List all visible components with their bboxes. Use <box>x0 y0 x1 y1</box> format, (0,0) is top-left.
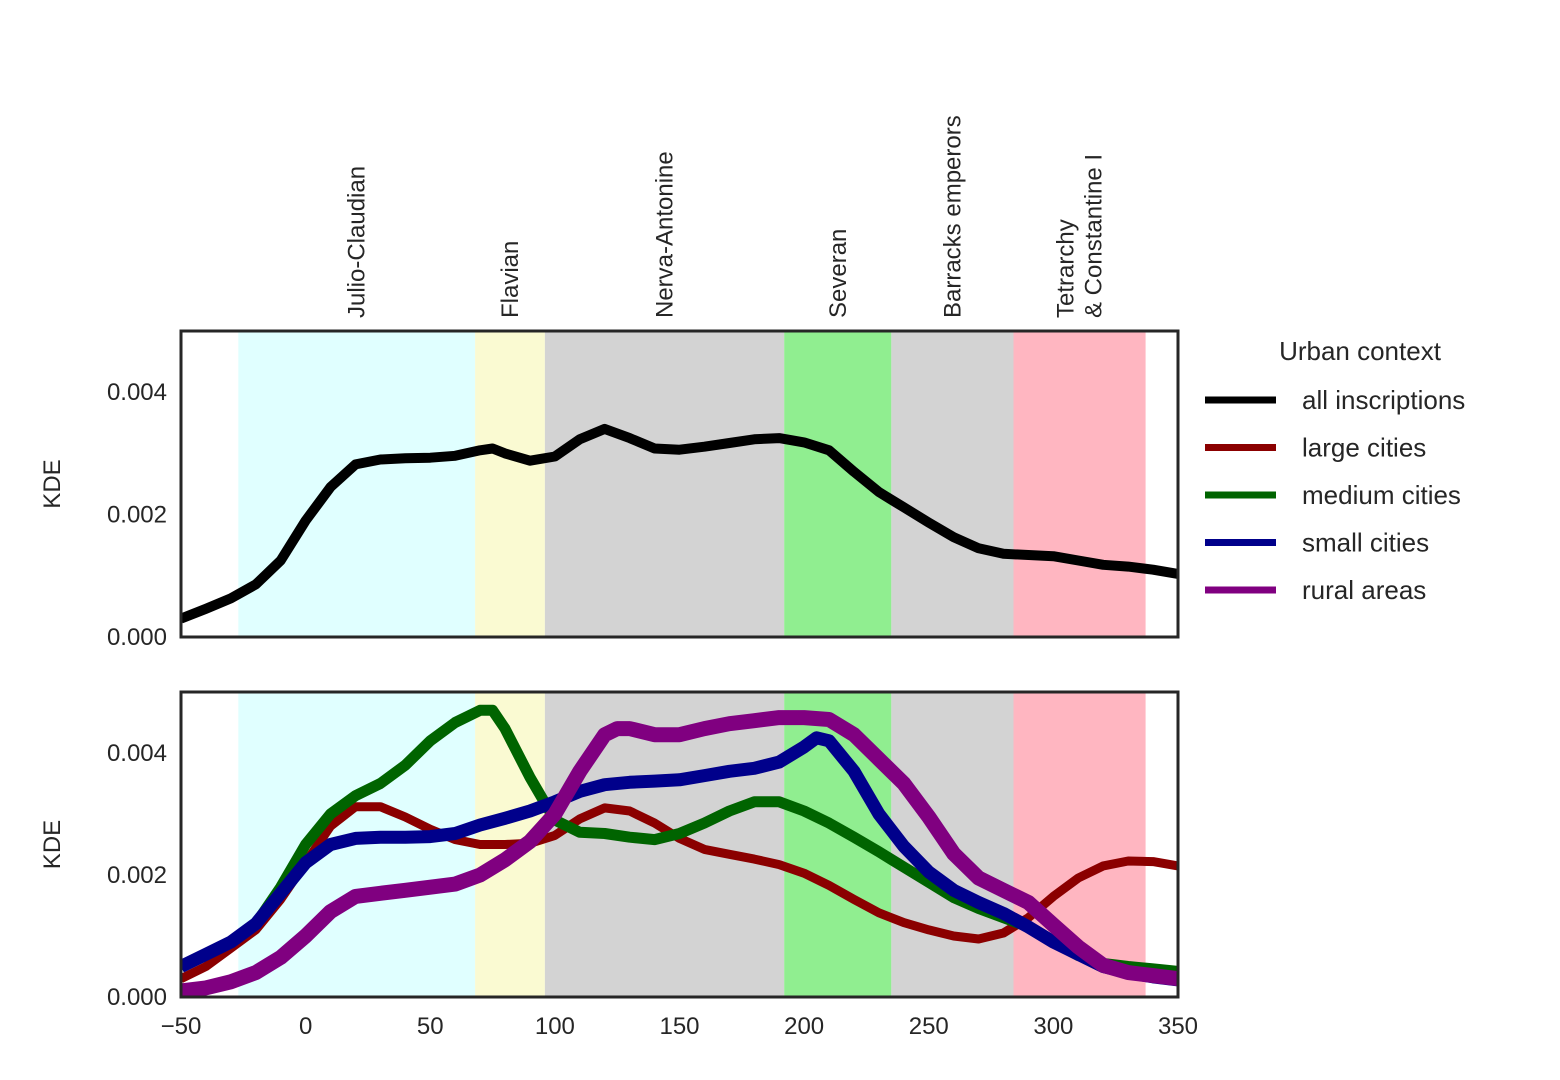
period-band-5 <box>891 331 1014 637</box>
y-tick-label: 0.002 <box>107 502 167 529</box>
period-label: Flavian <box>497 241 524 318</box>
legend-label: rural areas <box>1302 575 1426 605</box>
period-label: Tetrarchy& Constantine I <box>1053 154 1108 318</box>
y-axis-label: KDE <box>39 820 66 869</box>
y-tick-label: 0.000 <box>107 984 167 1011</box>
period-label: Nerva-Antonine <box>652 151 679 318</box>
series-line-all-inscriptions <box>181 423 1178 624</box>
x-tick-label: 50 <box>417 1013 444 1040</box>
x-tick-label: 0 <box>299 1013 312 1040</box>
period-band-1 <box>238 331 476 637</box>
y-tick-label: 0.004 <box>107 379 167 406</box>
period-band-6 <box>1013 331 1146 637</box>
x-tick-label: 350 <box>1158 1013 1198 1040</box>
legend-label: medium cities <box>1302 480 1461 510</box>
panel-1: 0.000 0.002 0.004 KDE <box>39 329 1180 651</box>
period-label: Severan <box>825 229 852 318</box>
x-tick-label: 100 <box>535 1013 575 1040</box>
period-band-3 <box>544 331 785 637</box>
axes-frame <box>179 690 1180 999</box>
series-line-small-cities <box>181 731 1178 987</box>
period-band-2 <box>475 331 545 637</box>
y-axis-label: KDE <box>39 459 66 508</box>
legend: Urban context all inscriptions large citi… <box>1205 336 1465 605</box>
series-line-rural-areas <box>181 710 1178 997</box>
y-tick-label: 0.002 <box>107 862 167 889</box>
panel-2: 0.000 0.002 0.004 KDE <box>39 690 1180 1011</box>
legend-label: all inscriptions <box>1302 385 1465 415</box>
period-label: Julio-Claudian <box>344 166 371 318</box>
x-tick-label: 300 <box>1033 1013 1073 1040</box>
x-tick-label: 250 <box>909 1013 949 1040</box>
legend-title: Urban context <box>1279 336 1442 366</box>
period-label: Barracks emperors <box>939 115 966 318</box>
x-tick-label: 150 <box>659 1013 699 1040</box>
x-tick-label: 200 <box>784 1013 824 1040</box>
axes-frame <box>179 329 1180 639</box>
y-tick-label: 0.004 <box>107 740 167 767</box>
legend-label: large cities <box>1302 433 1426 463</box>
x-tick-label: −50 <box>161 1013 202 1040</box>
y-tick-label: 0.000 <box>107 624 167 651</box>
period-band-3 <box>544 692 785 997</box>
legend-label: small cities <box>1302 528 1429 558</box>
